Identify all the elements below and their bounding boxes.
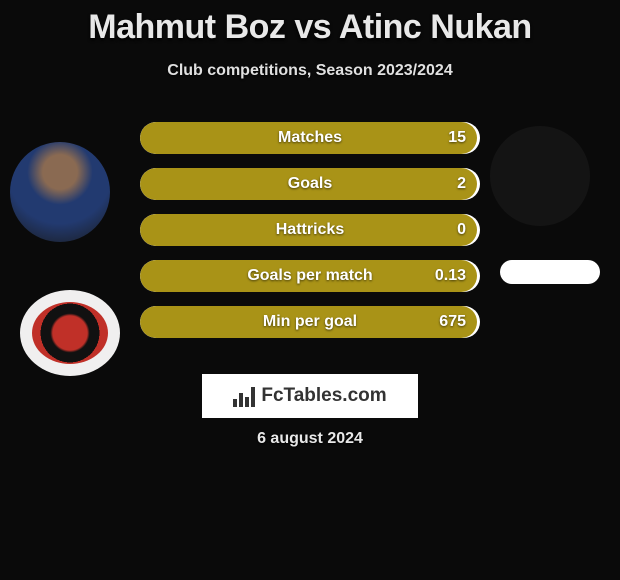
stat-bar-label: Matches	[140, 122, 480, 154]
stat-bar: Hattricks0	[140, 214, 480, 246]
stat-bar-value: 675	[439, 306, 466, 338]
stat-bar-label: Hattricks	[140, 214, 480, 246]
stat-bar-value: 15	[448, 122, 466, 154]
stat-bar-label: Goals	[140, 168, 480, 200]
stat-bar-value: 2	[457, 168, 466, 200]
player-avatar-left	[10, 142, 110, 242]
subtitle: Club competitions, Season 2023/2024	[0, 62, 620, 80]
stat-bar: Min per goal675	[140, 306, 480, 338]
club-badge-right	[500, 260, 600, 284]
barchart-icon	[233, 385, 255, 407]
fctables-logo[interactable]: FcTables.com	[202, 374, 418, 418]
stats-bars: Matches15 Goals2 Hattricks0 Goals per match…	[140, 122, 480, 352]
stat-bar: Matches15	[140, 122, 480, 154]
stat-bar-label: Min per goal	[140, 306, 480, 338]
player-avatar-right	[490, 126, 590, 226]
logo-text: FcTables.com	[261, 385, 386, 407]
stat-bar-value: 0	[457, 214, 466, 246]
stat-bar-value: 0.13	[435, 260, 466, 292]
date-label: 6 august 2024	[0, 430, 620, 448]
stat-bar: Goals2	[140, 168, 480, 200]
stat-bar-label: Goals per match	[140, 260, 480, 292]
stat-bar: Goals per match0.13	[140, 260, 480, 292]
club-badge-left	[20, 290, 120, 376]
page-title: Mahmut Boz vs Atinc Nukan	[0, 8, 620, 47]
